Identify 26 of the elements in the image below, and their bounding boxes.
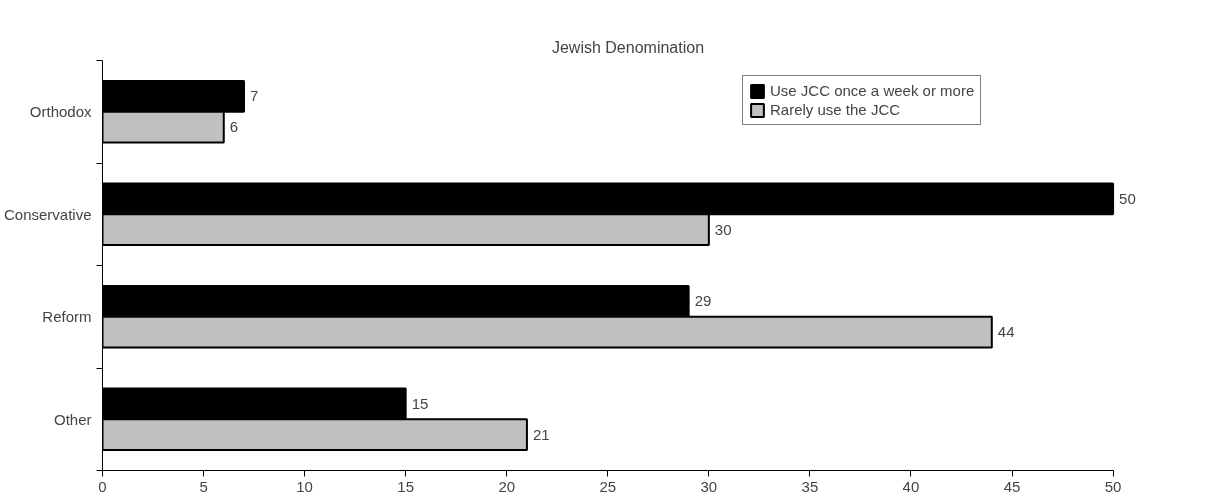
legend-label: Rarely use the JCC xyxy=(770,101,901,118)
x-tick-label: 0 xyxy=(98,477,107,495)
data-label: 15 xyxy=(411,394,429,412)
data-label: 50 xyxy=(1119,189,1136,207)
x-tick-label: 45 xyxy=(1003,477,1021,495)
x-tick-label: 40 xyxy=(902,477,920,495)
y-tick-label: Conservative xyxy=(3,205,92,223)
x-tick-label: 10 xyxy=(296,477,313,495)
x-tick-label: 5 xyxy=(199,477,208,495)
y-tick-label: Other xyxy=(53,410,92,428)
x-tick-label: 25 xyxy=(599,477,617,495)
data-label: 7 xyxy=(249,87,259,105)
data-label: 30 xyxy=(714,220,732,238)
x-tick-label: 30 xyxy=(700,477,718,495)
data-label: 44 xyxy=(997,323,1015,341)
x-tick-label: 20 xyxy=(498,477,516,495)
data-label: 29 xyxy=(694,292,712,310)
legend-label: Use JCC once a week or more xyxy=(770,82,975,99)
x-tick-label: 15 xyxy=(397,477,415,495)
data-label: 21 xyxy=(532,425,550,443)
y-tick-label: Orthodox xyxy=(29,103,92,121)
y-tick-label: Reform xyxy=(42,308,92,326)
chart-title: Jewish Denomination xyxy=(551,38,705,56)
data-label: 6 xyxy=(229,118,239,136)
x-tick-label: 50 xyxy=(1104,477,1122,495)
x-tick-label: 35 xyxy=(801,477,819,495)
